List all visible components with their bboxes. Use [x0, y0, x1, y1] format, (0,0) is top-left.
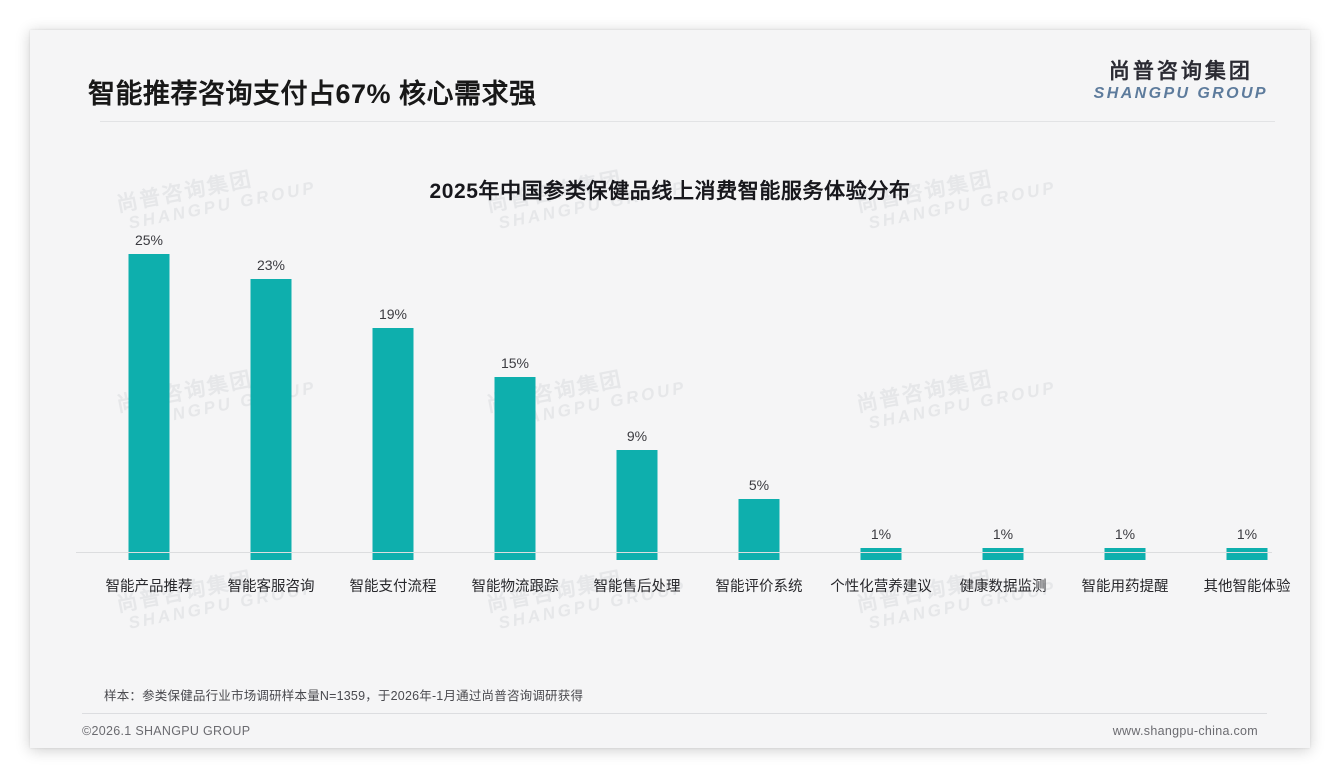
bar-slot: 15%	[454, 230, 576, 560]
bar[interactable]	[738, 498, 780, 560]
bar-value-label: 9%	[626, 428, 648, 444]
bar-value-label: 1%	[992, 525, 1014, 542]
bar-chart-plot-area: 25% 23% 19% 15% 9% 5% 1% 1% 1% 1%	[76, 230, 1272, 560]
x-axis-label: 个性化营养建议	[830, 579, 932, 595]
header-divider	[100, 121, 1275, 122]
brand-logo-en: SHANGPU GROUP	[1093, 84, 1268, 102]
bar-slot: 23%	[210, 230, 332, 560]
x-axis-label: 智能支付流程	[349, 579, 437, 595]
brand-logo-cn: 尚普咨询集团	[1108, 60, 1253, 83]
x-axis-label: 智能产品推荐	[105, 579, 193, 595]
bar-slot: 1%	[1064, 230, 1186, 560]
bar-slot: 1%	[942, 230, 1064, 560]
x-axis-label: 健康数据监测	[959, 579, 1047, 595]
page-title: 智能推荐咨询支付占67% 核心需求强	[88, 79, 537, 109]
x-axis-line	[76, 552, 1272, 553]
bar[interactable]	[982, 547, 1024, 560]
bar-value-label: 1%	[1114, 525, 1136, 542]
footer-copyright: ©2026.1 SHANGPU GROUP	[82, 724, 251, 738]
bar[interactable]	[494, 376, 536, 560]
bar-value-label: 5%	[748, 476, 770, 493]
bar-value-label: 19%	[378, 305, 408, 322]
sample-footnote: 样本：参类保健品行业市场调研样本量N=1359，于2026年-1月通过尚普咨询调…	[104, 689, 584, 703]
bar[interactable]	[860, 547, 902, 560]
footer-divider	[82, 713, 1267, 714]
bar[interactable]	[250, 278, 292, 560]
x-axis-label: 智能售后处理	[593, 579, 681, 595]
x-axis-label: 智能物流跟踪	[471, 579, 559, 595]
bar-value-label: 23%	[256, 256, 286, 273]
bar-slot: 5%	[698, 230, 820, 560]
bar-slot: 9%	[576, 230, 698, 560]
bar-slot: 1%	[820, 230, 942, 560]
bar-value-label: 25%	[134, 232, 164, 249]
x-axis-label: 智能用药提醒	[1081, 579, 1169, 595]
bar[interactable]	[616, 450, 658, 560]
bar-value-label: 1%	[1236, 525, 1258, 542]
bar-value-label: 15%	[500, 354, 530, 371]
bar-slot: 1%	[1186, 230, 1308, 560]
x-axis-label: 其他智能体验	[1203, 579, 1291, 595]
brand-logo: 尚普咨询集团 SHANGPU GROUP	[1094, 60, 1268, 104]
chart-title: 2025年中国参类保健品线上消费智能服务体验分布	[429, 180, 911, 203]
bar[interactable]	[1104, 547, 1146, 560]
bar-value-label: 1%	[870, 525, 892, 542]
bar[interactable]	[1226, 547, 1268, 560]
footer-website: www.shangpu-china.com	[1112, 724, 1258, 738]
bar-slot: 25%	[88, 230, 210, 560]
slide-card: 尚普咨询集团 SHANGPU GROUP 尚普咨询集团 SHANGPU GROUP 尚普…	[30, 30, 1310, 748]
bar[interactable]	[128, 254, 170, 560]
x-axis-label: 智能客服咨询	[227, 579, 315, 595]
slide-header: 智能推荐咨询支付占67% 核心需求强 尚普咨询集团 SHANGPU GROUP	[30, 30, 1310, 122]
bar-slot: 19%	[332, 230, 454, 560]
slide-footer: ©2026.1 SHANGPU GROUP www.shangpu-china.…	[30, 714, 1310, 748]
x-axis-label: 智能评价系统	[715, 579, 803, 595]
bar[interactable]	[372, 327, 414, 560]
x-axis-label-group: 智能产品推荐 智能客服咨询 智能支付流程 智能物流跟踪 智能售后处理 智能评价系统 个性化营…	[76, 560, 1291, 595]
